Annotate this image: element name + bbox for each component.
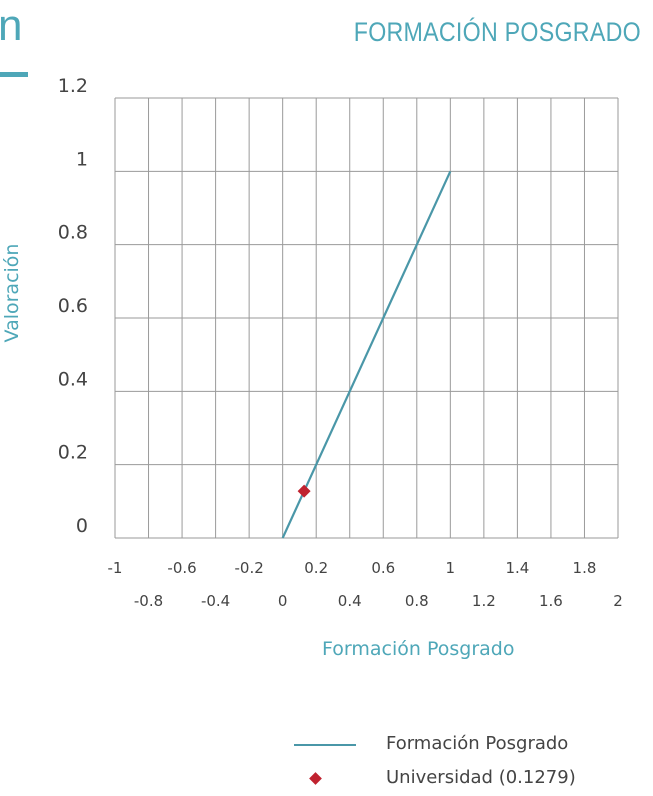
series-line-formacion-posgrado (281, 170, 452, 539)
y-tick-label: 1.2 (58, 75, 88, 97)
x-tick-label: -0.4 (201, 592, 230, 610)
x-tick-label: 0.2 (304, 559, 328, 577)
y-axis-title: Valoración (1, 244, 23, 343)
previous-page-title-fragment: n (0, 1, 23, 50)
x-tick-label: -1 (108, 559, 123, 577)
legend-line-swatch (294, 744, 356, 746)
x-tick-label: 2 (613, 592, 623, 610)
legend-label-marker-series: Universidad (0.1279) (386, 767, 576, 788)
x-tick-label: 0.8 (405, 592, 429, 610)
x-tick-label: 0 (278, 592, 288, 610)
x-axis-title: Formación Posgrado (322, 638, 514, 660)
y-tick-label: 0.6 (58, 295, 88, 317)
previous-page-accent-bar (0, 72, 28, 77)
x-tick-label: 1.6 (539, 592, 563, 610)
chart-legend: Formación Posgrado Universidad (0.1279) (290, 728, 640, 796)
y-tick-label: 0 (76, 515, 88, 537)
x-tick-label: -0.6 (167, 559, 196, 577)
chart: 0 0.2 0.4 0.6 0.8 1 1.2 -1 -0.6 -0.2 0.2 0.6 1 1.4 1.8… (1, 75, 623, 660)
x-tick-label: 0.6 (371, 559, 395, 577)
x-tick-label: 1.2 (472, 592, 496, 610)
diamond-marker-icon (309, 772, 322, 785)
x-tick-label: 1 (446, 559, 456, 577)
series-marker-universidad (297, 484, 311, 498)
y-tick-label: 0.8 (58, 222, 88, 244)
y-tick-label: 0.2 (58, 442, 88, 464)
y-tick-label: 0.4 (58, 368, 88, 390)
y-tick-label: 1 (76, 148, 88, 170)
x-tick-label: -0.2 (234, 559, 263, 577)
x-tick-label: 1.8 (573, 559, 597, 577)
legend-label-line-series: Formación Posgrado (386, 733, 569, 754)
legend-item-marker-series: Universidad (0.1279) (290, 762, 640, 796)
x-tick-label: 1.4 (505, 559, 529, 577)
page-title: FORMACIÓN POSGRADO (353, 17, 641, 47)
x-tick-label: -0.8 (134, 592, 163, 610)
x-tick-label: 0.4 (338, 592, 362, 610)
legend-item-line-series: Formación Posgrado (290, 728, 640, 762)
